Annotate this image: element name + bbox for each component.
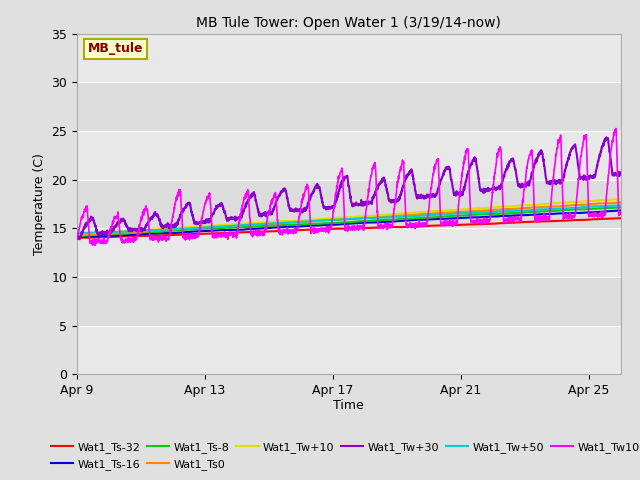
Bar bbox=[77, 34, 621, 82]
Bar bbox=[77, 228, 621, 277]
Text: MB_tule: MB_tule bbox=[88, 42, 143, 55]
Title: MB Tule Tower: Open Water 1 (3/19/14-now): MB Tule Tower: Open Water 1 (3/19/14-now… bbox=[196, 16, 501, 30]
Bar bbox=[77, 180, 621, 228]
Bar bbox=[77, 82, 621, 131]
Bar bbox=[77, 131, 621, 180]
Bar bbox=[77, 277, 621, 326]
Bar bbox=[77, 326, 621, 374]
Y-axis label: Temperature (C): Temperature (C) bbox=[33, 153, 45, 255]
Legend: Wat1_Ts-32, Wat1_Ts-16, Wat1_Ts-8, Wat1_Ts0, Wat1_Tw+10, Wat1_Tw+30, Wat1_Tw+50,: Wat1_Ts-32, Wat1_Ts-16, Wat1_Ts-8, Wat1_… bbox=[47, 438, 640, 474]
X-axis label: Time: Time bbox=[333, 398, 364, 411]
